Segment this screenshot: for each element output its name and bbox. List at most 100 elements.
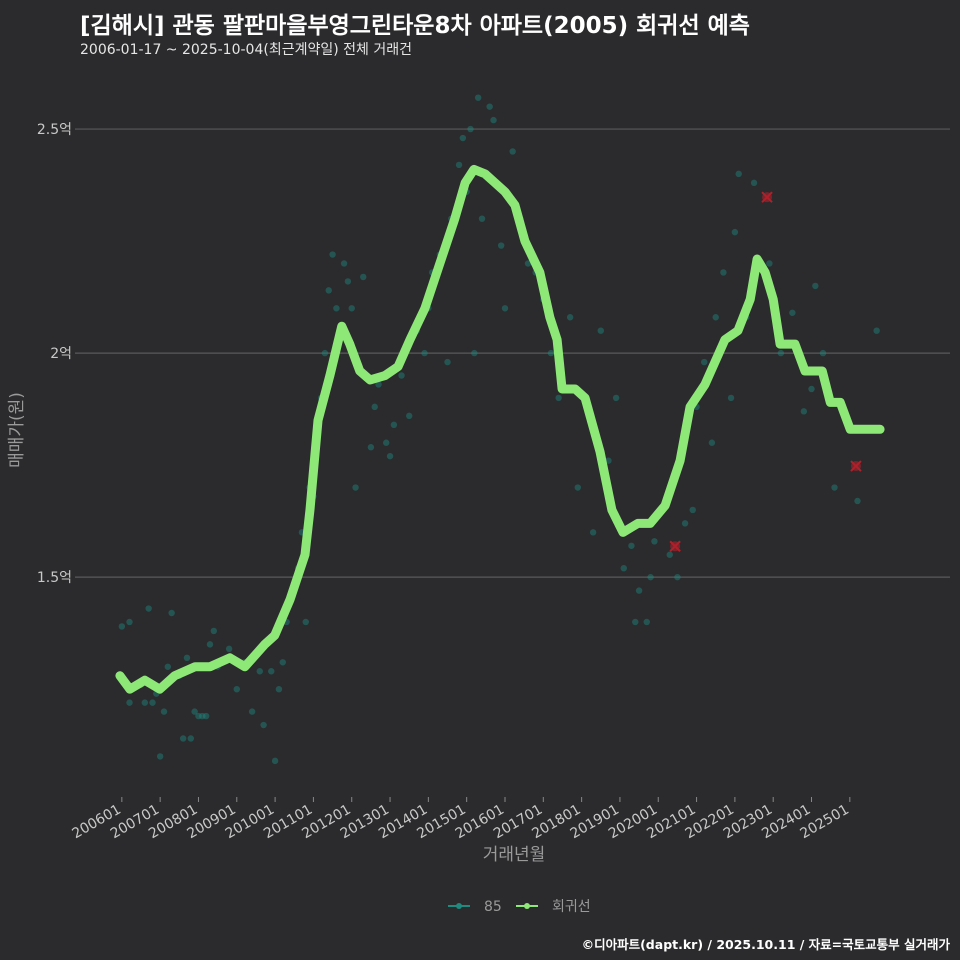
scatter-point [789,309,796,316]
scatter-point [321,349,329,357]
scatter-point [202,712,210,720]
legend-label: 회귀선 [552,899,591,915]
scatter-point [819,349,827,357]
scatter-point [271,757,279,765]
scatter-point [191,708,198,715]
scatter-point [333,305,340,312]
scatter-point [398,372,405,379]
scatter-point [195,712,202,720]
scatter-point [497,242,505,249]
legend-swatch-dot [456,903,462,909]
scatter-point [681,520,689,527]
scatter-point [612,394,620,402]
y-axis-title: 매매가(원) [7,392,27,468]
scatter-point [873,327,880,334]
outlier-marker [761,191,773,203]
scatter-point [360,273,367,281]
scatter-point [149,699,156,706]
outlier-markers [669,191,862,552]
y-tick-label: 1.5억 [37,570,72,586]
scatter-point [145,605,152,612]
scatter-point [701,358,708,366]
scatter-point [708,439,716,446]
grid-lines [75,128,950,578]
scatter-point [666,551,673,558]
scatter-point [478,215,486,222]
scatter-point [126,699,133,706]
scatter-point [777,349,785,357]
scatter-point [808,385,815,393]
scatter-point [168,609,175,617]
scatter-point [371,403,378,411]
scatter-point [459,134,467,142]
scatter-point [210,627,217,635]
scatter-point [260,721,267,729]
scatter-point [589,529,597,536]
scatter-point [444,358,451,366]
scatter-point [375,381,382,388]
scatter-point [854,497,861,505]
y-axis: 1.5억 2억 2.5억 [37,122,72,586]
legend-label: 85 [484,899,502,915]
outlier-x-icon [850,460,862,472]
scatter-point [383,439,390,446]
y-tick-label: 2억 [50,346,72,362]
scatter-point [187,735,195,742]
scatter-point [524,260,532,267]
scatter-point [547,349,555,357]
scatter-point [390,421,398,429]
scatter-point [302,618,309,626]
legend-swatch-dot [524,903,530,909]
scatter-point [731,228,739,236]
scatter-point [471,349,478,357]
scatter-point [566,314,574,321]
outlier-marker [850,460,862,472]
scatter-point [800,408,808,415]
scatter-point [674,573,681,581]
scatter-point [344,278,352,285]
scatter-point [750,179,758,187]
scatter-point [164,663,172,670]
credit-text: ©디아파트(dapt.kr) / 2025.10.11 / 자료=국토교통부 실… [581,937,950,952]
scatter-point [233,685,240,693]
scatter-point [421,349,428,357]
chart-title: [김해시] 관동 팔판마을부영그린타운8차 아파트(2005) 회귀선 예측 [80,13,750,39]
scatter-point [268,668,275,675]
outlier-marker [669,540,681,552]
scatter-point [279,659,286,666]
scatter-point [574,484,581,491]
scatter-point [812,282,819,290]
regression-line [115,164,885,694]
scatter-point [248,708,256,715]
scatter-point [340,260,348,267]
scatter-point [406,412,413,420]
scatter-point [118,623,126,630]
scatter-point [555,394,562,402]
scatter-point [141,699,149,706]
scatter-point [720,269,727,276]
scatter-point [455,161,463,169]
scatter-point [183,654,191,662]
scatter-point [766,260,773,267]
scatter-point [206,641,214,648]
scatter-point [689,506,696,514]
scatter-point [635,587,643,594]
scatter-point [160,708,168,715]
scatter-point [643,618,650,626]
outlier-x-icon [669,540,681,552]
scatter-point [474,94,482,101]
scatter-point [348,305,355,312]
scatter-point [256,668,263,675]
legend: 85 회귀선 [448,899,591,915]
scatter-point [367,444,375,451]
scatter-point [632,618,639,626]
regression-series [115,164,885,694]
scatter-point [712,314,719,321]
scatter-point [628,542,635,549]
scatter-point [647,573,654,581]
scatter-point [386,452,394,460]
scatter-point [490,116,497,124]
x-axis: 2006012007012008012009012010012011012012… [70,797,852,842]
scatter-point [509,148,516,155]
